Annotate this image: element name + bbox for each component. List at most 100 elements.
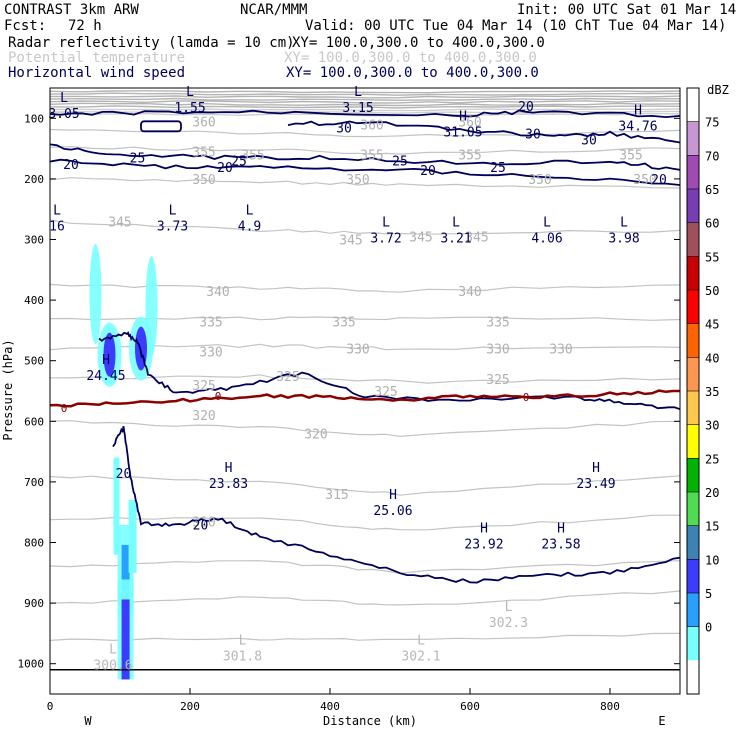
x-axis-east-label: E bbox=[658, 714, 665, 728]
wind-label: 30 bbox=[336, 121, 352, 136]
colorbar-segment bbox=[687, 660, 699, 694]
colorbar-segment bbox=[687, 121, 699, 156]
theta-contour-line bbox=[50, 145, 680, 155]
x-axis-west-label: W bbox=[84, 714, 92, 728]
theta-label: 345 bbox=[108, 215, 131, 230]
wind-label: 20 bbox=[116, 467, 132, 482]
extremum-value: 23.92 bbox=[464, 537, 503, 552]
model-name: CONTRAST 3km ARW bbox=[4, 2, 139, 18]
extremum-value: 300.6 bbox=[93, 659, 132, 674]
zero-contour-label: 0 bbox=[215, 390, 222, 403]
reflectivity-cell-outer bbox=[145, 256, 158, 357]
wind-contour-30 bbox=[287, 120, 680, 144]
theta-label: 330 bbox=[549, 343, 572, 358]
colorbar-label: 55 bbox=[705, 250, 719, 264]
valid-time: Valid: 00 UTC Tue 04 Mar 14 (10 ChT Tue … bbox=[305, 18, 727, 34]
colorbar-segment bbox=[687, 323, 699, 358]
x-axis-title: Distance (km) bbox=[323, 714, 417, 728]
colorbar-segment bbox=[687, 391, 699, 425]
extremum-value: 4.06 bbox=[531, 231, 562, 246]
theta-contour-line bbox=[50, 374, 680, 384]
theta-label: 335 bbox=[332, 315, 355, 330]
wind-contour-20 bbox=[112, 426, 680, 584]
extremum-marker: L bbox=[354, 85, 362, 100]
colorbar-segment bbox=[687, 256, 699, 290]
theta-label: 350 bbox=[633, 173, 656, 188]
reflectivity-cell-core bbox=[121, 599, 130, 680]
extremum-marker: L bbox=[505, 600, 513, 615]
plot-frame bbox=[49, 87, 681, 695]
extremum-marker: L bbox=[169, 203, 177, 218]
wind-label: 20 bbox=[193, 518, 209, 533]
colorbar-segment bbox=[687, 222, 699, 257]
x-tick-label: 800 bbox=[600, 700, 620, 713]
extremum-marker: H bbox=[634, 103, 642, 118]
colorbar-label: 50 bbox=[705, 284, 719, 298]
theta-label: 355 bbox=[241, 149, 264, 164]
theta-label: 355 bbox=[360, 149, 383, 164]
extremum-value: 4.9 bbox=[238, 219, 261, 234]
organization: NCAR/MMM bbox=[240, 2, 308, 18]
theta-label: 325 bbox=[374, 385, 397, 400]
wind-label: 30 bbox=[525, 127, 541, 142]
colorbar-segment bbox=[687, 492, 699, 526]
colorbar-segment bbox=[687, 458, 699, 492]
extremum-marker: L bbox=[246, 203, 254, 218]
theta-label: 340 bbox=[458, 285, 481, 300]
upper-theta-band bbox=[50, 90, 680, 117]
theta-contour-line bbox=[50, 632, 680, 642]
wind-label: 20 bbox=[518, 100, 534, 115]
colorbar-segment bbox=[687, 88, 699, 122]
theta-contour-line bbox=[50, 177, 680, 189]
field-reflectivity: Radar reflectivity (lamda = 10 cm) bbox=[8, 35, 295, 51]
field-theta-xy: XY= 100.0,300.0 to 400.0,300.0 bbox=[284, 50, 537, 66]
y-tick-label: 700 bbox=[24, 476, 44, 489]
y-tick-label: 1000 bbox=[18, 658, 45, 671]
colorbar-label: 40 bbox=[705, 351, 719, 365]
extremum-value: 23.83 bbox=[209, 477, 248, 492]
wind-label: 20 bbox=[217, 161, 233, 176]
colorbar-label: 30 bbox=[705, 419, 719, 433]
wind-label: 25 bbox=[490, 161, 506, 176]
theta-label: 325 bbox=[192, 379, 215, 394]
theta-label: 340 bbox=[206, 285, 229, 300]
extremum-marker: L bbox=[186, 85, 194, 100]
theta-label: 325 bbox=[486, 373, 509, 388]
wind-label: 25 bbox=[392, 155, 408, 170]
extremum-value: 3.73 bbox=[157, 219, 188, 234]
wind-contour-20 bbox=[50, 158, 680, 186]
y-tick-label: 200 bbox=[24, 173, 44, 186]
plot-area bbox=[50, 88, 680, 694]
extremum-marker: L bbox=[109, 643, 117, 658]
theta-label: 350 bbox=[528, 173, 551, 188]
wind-label: 25 bbox=[231, 155, 247, 170]
colorbar-segment bbox=[687, 559, 699, 593]
colorbar-label: 70 bbox=[705, 149, 719, 163]
theta-label: 345 bbox=[409, 230, 432, 245]
zero-contour-label: 0 bbox=[61, 402, 68, 415]
zero-contour bbox=[50, 389, 680, 408]
colorbar-label: 65 bbox=[705, 183, 719, 197]
colorbar-label: 10 bbox=[705, 553, 719, 567]
extremum-value: 34.76 bbox=[618, 119, 657, 134]
zero-contour-label: 0 bbox=[523, 391, 530, 404]
theta-contour-line bbox=[50, 514, 680, 531]
theta-band-line bbox=[50, 102, 680, 107]
extremum-marker: L bbox=[620, 215, 628, 230]
colorbar-segment bbox=[687, 155, 699, 189]
extremum-value: 31.05 bbox=[443, 125, 482, 140]
theta-band-line bbox=[50, 105, 680, 109]
extremum-marker: H bbox=[592, 461, 600, 476]
colorbar-label: 25 bbox=[705, 452, 719, 466]
theta-label: 350 bbox=[346, 173, 369, 188]
extremum-marker: H bbox=[102, 353, 110, 368]
theta-label: 325 bbox=[276, 370, 299, 385]
wind-label: 20 bbox=[651, 173, 667, 188]
theta-label: 345 bbox=[465, 230, 488, 245]
wind-contours bbox=[50, 109, 680, 584]
theta-label: 310 bbox=[192, 515, 215, 530]
extremum-marker: L bbox=[417, 634, 425, 649]
extremum-marker: H bbox=[459, 109, 467, 124]
theta-label: 345 bbox=[339, 234, 362, 249]
theta-label: 330 bbox=[486, 343, 509, 358]
